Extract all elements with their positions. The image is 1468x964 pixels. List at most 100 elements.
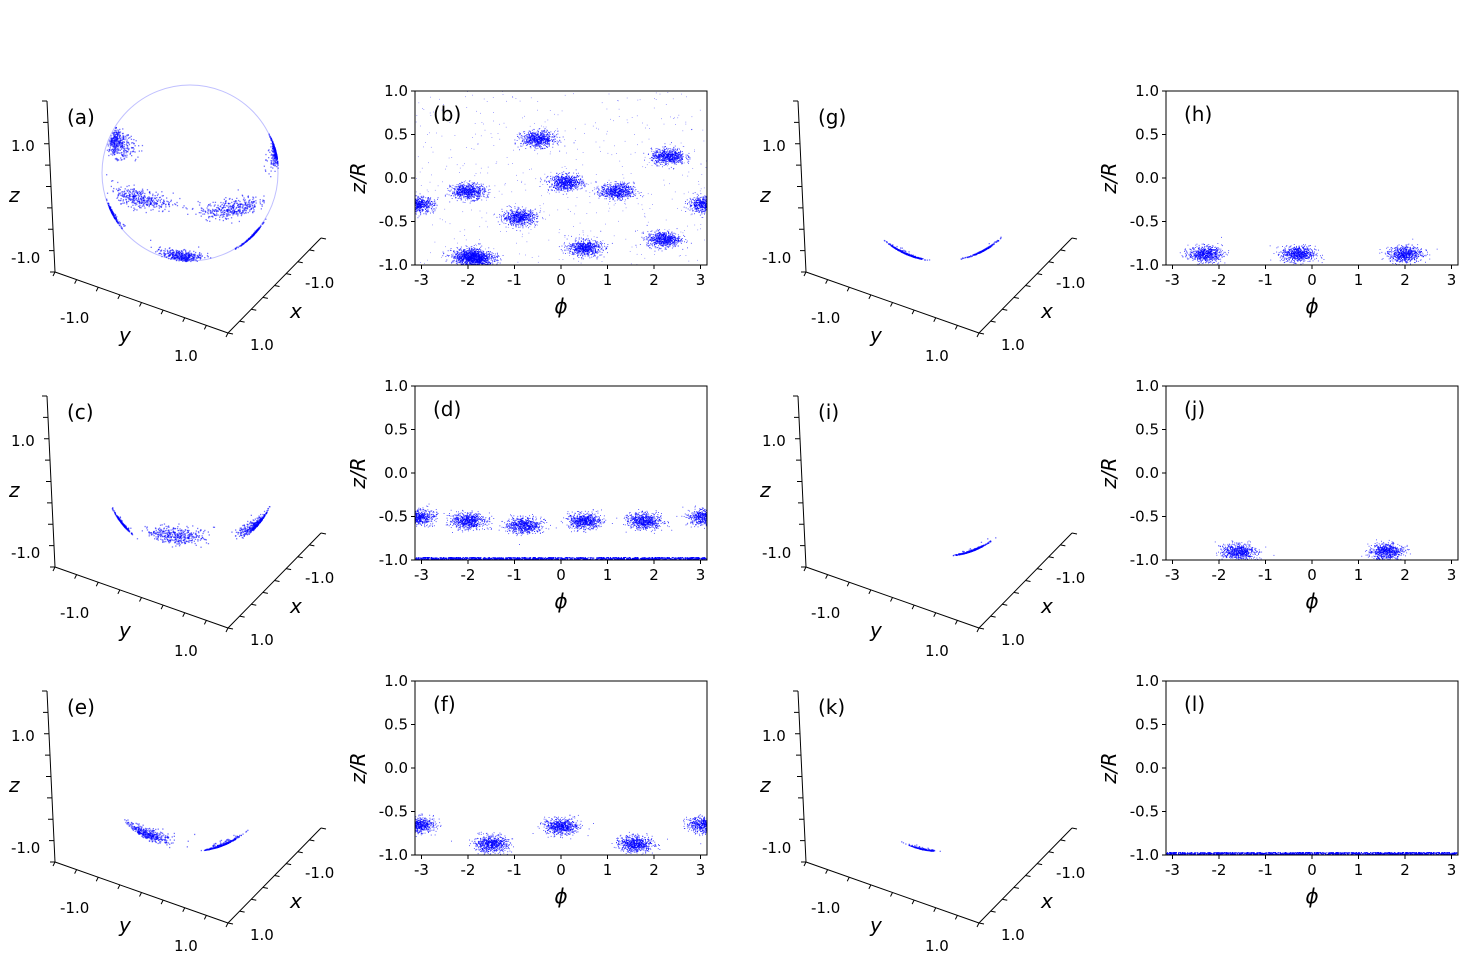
x-tick-label: -1 — [507, 271, 522, 289]
y-tick — [95, 287, 99, 292]
x-tick-label: 3 — [696, 566, 706, 584]
y-tick — [868, 294, 872, 300]
y-tick-label: 0.0 — [1135, 464, 1159, 482]
x-tick — [286, 568, 292, 571]
panel-b-scatter: -3 -2 -1 0 1 2 3 1.0 0.5 0.0 -0.5 -1.0 ϕ z/R (b) — [346, 82, 708, 318]
x-tick — [1048, 556, 1054, 559]
x-axis-label: x — [289, 889, 302, 913]
x-axis-label: ϕ — [554, 589, 567, 613]
x-tick-label: 1.0 — [1001, 926, 1025, 944]
y-tick — [160, 604, 164, 610]
y-tick — [825, 869, 829, 874]
panel-e-sphere: 1.0 -1.0 -1.0 1.0 -1.0 1.0 z y x (e) — [8, 690, 334, 955]
y-tick — [225, 922, 229, 928]
x-tick-label: 1.0 — [250, 631, 274, 649]
x-tick-label: 1 — [603, 566, 613, 584]
x-tick-label: -2 — [461, 861, 476, 879]
point-cluster-5 — [539, 169, 597, 195]
y-tick — [182, 907, 186, 912]
x-tick-label: 3 — [1447, 861, 1457, 879]
point-cluster-6 — [182, 189, 265, 224]
y-tick — [139, 597, 142, 602]
y-tick — [954, 325, 958, 330]
scatter-points — [415, 503, 707, 560]
y-tick — [803, 566, 807, 572]
y-tick — [976, 922, 980, 928]
sphere-points — [101, 84, 279, 263]
scatter-points — [1179, 236, 1438, 265]
y-axis-label: z/R — [1097, 752, 1121, 784]
x-tick — [309, 544, 315, 547]
panel-d-scatter: -3 -2 -1 0 1 2 3 1.0 0.5 0.0 -0.5 -1.0 ϕ z/R (d) — [346, 377, 708, 613]
x-tick — [1060, 544, 1066, 547]
x-tick-label: 0 — [1307, 566, 1317, 584]
point-cluster-4 — [106, 174, 189, 215]
y-tick-label: 0.5 — [384, 716, 408, 734]
y-axis-label: z/R — [1097, 162, 1121, 194]
x-tick-label: 0 — [556, 566, 566, 584]
y-tick-label: -1.0 — [811, 309, 840, 327]
x-axis-label: x — [1040, 889, 1053, 913]
z-tick-label: 1.0 — [762, 432, 786, 450]
x-tick — [297, 851, 303, 854]
panel-g-sphere: 1.0 -1.0 -1.0 1.0 -1.0 1.0 z y x (g) — [759, 100, 1085, 365]
x-tick-label: 1.0 — [250, 926, 274, 944]
y-tick — [52, 566, 56, 572]
panel-label: (f) — [433, 692, 456, 716]
x-tick — [274, 285, 280, 287]
y-tick-label: -1.0 — [811, 604, 840, 622]
y-tick — [74, 279, 78, 284]
x-tick — [239, 320, 245, 323]
y-tick-label: -1.0 — [60, 309, 89, 327]
x-tick — [990, 615, 996, 618]
x-tick — [1037, 863, 1043, 866]
z-axis-label: z — [8, 773, 20, 797]
x-tick — [239, 910, 245, 913]
y-tick — [976, 627, 980, 633]
y-tick — [139, 302, 142, 307]
y-tick — [74, 869, 78, 874]
panel-label: (i) — [818, 400, 839, 424]
y-tick-label: -1.0 — [811, 899, 840, 917]
y-tick — [52, 271, 56, 277]
x-tick-label: 2 — [649, 271, 659, 289]
x-tick-label: 3 — [696, 271, 706, 289]
x-tick — [1071, 532, 1078, 535]
x-tick-label: 0 — [556, 861, 566, 879]
y-tick — [203, 915, 207, 920]
x-tick-label: -2 — [1212, 566, 1227, 584]
y-tick-label: 1.0 — [1135, 672, 1159, 690]
y-tick — [868, 589, 872, 595]
x-tick — [274, 580, 280, 582]
z-tick-label: -1.0 — [11, 839, 40, 857]
x-tick — [320, 827, 327, 830]
y-tick-label: 0.5 — [1135, 126, 1159, 144]
x-tick — [286, 863, 292, 866]
y-axis-label: z/R — [346, 752, 370, 784]
y-tick — [846, 287, 850, 292]
point-cluster-1 — [952, 537, 997, 557]
y-tick-label: 1.0 — [1135, 377, 1159, 395]
y-tick — [203, 620, 207, 625]
scatter-points — [415, 813, 707, 855]
panel-i-sphere: 1.0 -1.0 -1.0 1.0 -1.0 1.0 z y x (i) — [759, 395, 1085, 660]
z-tick-label: 1.0 — [762, 137, 786, 155]
point-cluster-2 — [532, 814, 594, 840]
point-cluster-6 — [558, 230, 613, 260]
z-tick-label: -1.0 — [762, 544, 791, 562]
point-cluster-4 — [494, 205, 543, 232]
y-tick-label: 1.0 — [174, 642, 198, 660]
x-tick-label: -3 — [414, 566, 429, 584]
y-tick-label: 0.5 — [1135, 421, 1159, 439]
x-tick — [251, 603, 257, 606]
x-tick — [1071, 237, 1078, 240]
scatter-points — [1214, 539, 1411, 560]
y-tick-label: -0.5 — [1130, 803, 1159, 821]
x-tick-label: 1 — [1354, 861, 1364, 879]
y-tick — [225, 627, 229, 633]
y-axis-label: y — [869, 618, 883, 642]
point-cluster-1 — [451, 831, 514, 855]
x-axis-label: ϕ — [554, 884, 567, 908]
point-cluster-3 — [611, 831, 668, 855]
y-tick — [933, 907, 937, 912]
